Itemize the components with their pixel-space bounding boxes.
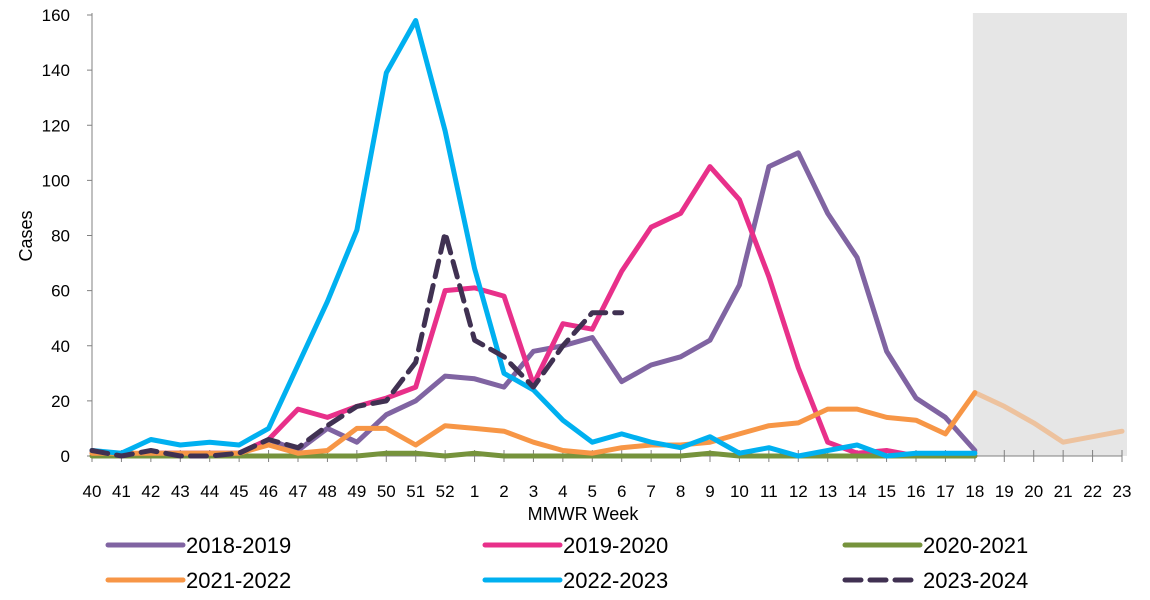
x-tick-label: 10	[730, 482, 749, 501]
x-tick-label: 5	[588, 482, 597, 501]
x-tick-label: 42	[141, 482, 160, 501]
y-tick-label: 20	[51, 392, 70, 411]
x-tick-label: 22	[1083, 482, 1102, 501]
x-tick-label: 40	[83, 482, 102, 501]
y-axis-title: Cases	[16, 210, 36, 261]
x-tick-label: 11	[760, 482, 778, 501]
legend-label-2022-2023: 2022-2023	[563, 568, 668, 593]
x-tick-label: 14	[848, 482, 867, 501]
x-tick-label: 7	[646, 482, 655, 501]
x-tick-label: 41	[112, 482, 131, 501]
x-tick-label: 43	[171, 482, 190, 501]
x-tick-label: 45	[230, 482, 249, 501]
x-tick-label: 49	[347, 482, 366, 501]
legend: 2018-2019 2019-2020 2020-2021 2021-2022 2022…	[105, 533, 1028, 593]
x-tick-label: 44	[200, 482, 219, 501]
x-tick-label: 3	[529, 482, 538, 501]
x-tick-label: 19	[995, 482, 1014, 501]
series-line-2023-2024	[89, 230, 625, 459]
x-tick-label: 20	[1024, 482, 1043, 501]
x-axis-title: MMWR Week	[528, 504, 640, 524]
x-tick-label: 15	[877, 482, 896, 501]
x-tick-label: 16	[907, 482, 926, 501]
y-tick-label: 60	[51, 282, 70, 301]
x-tick-label: 48	[318, 482, 337, 501]
series-line-2022-2023	[89, 18, 978, 459]
series-line-2019-2020	[89, 164, 978, 459]
shaded-region	[972, 13, 1127, 456]
series-line-2020-2021	[89, 450, 978, 459]
legend-label-2018-2019: 2018-2019	[186, 533, 291, 558]
y-tick-label: 0	[61, 447, 70, 466]
y-tick-label: 140	[42, 61, 70, 80]
y-tick-label: 120	[42, 116, 70, 135]
x-tick-label: 47	[289, 482, 308, 501]
x-tick-label: 13	[818, 482, 837, 501]
x-tick-label: 21	[1054, 482, 1073, 501]
x-tick-label: 46	[259, 482, 278, 501]
y-tick-label: 80	[51, 227, 70, 246]
legend-label-2023-2024: 2023-2024	[923, 568, 1028, 593]
x-tick-label: 51	[406, 482, 425, 501]
legend-label-2019-2020: 2019-2020	[563, 533, 668, 558]
x-tick-label: 1	[470, 482, 479, 501]
x-tick-label: 23	[1113, 482, 1132, 501]
x-tick-label: 18	[965, 482, 984, 501]
x-tick-label: 4	[558, 482, 567, 501]
x-tick-label: 6	[617, 482, 626, 501]
x-tick-label: 9	[705, 482, 714, 501]
x-tick-label: 17	[936, 482, 955, 501]
legend-label-2021-2022: 2021-2022	[186, 568, 291, 593]
x-tick-label: 12	[789, 482, 808, 501]
x-tick-label: 8	[676, 482, 685, 501]
y-tick-label: 40	[51, 337, 70, 356]
series-line-projection-2021-2022	[972, 390, 1125, 445]
x-tick-label: 50	[377, 482, 396, 501]
legend-label-2020-2021: 2020-2021	[923, 533, 1028, 558]
y-tick-label: 160	[42, 6, 70, 25]
x-tick-label: 52	[436, 482, 455, 501]
x-tick-label: 2	[499, 482, 508, 501]
y-tick-label: 100	[42, 171, 70, 190]
